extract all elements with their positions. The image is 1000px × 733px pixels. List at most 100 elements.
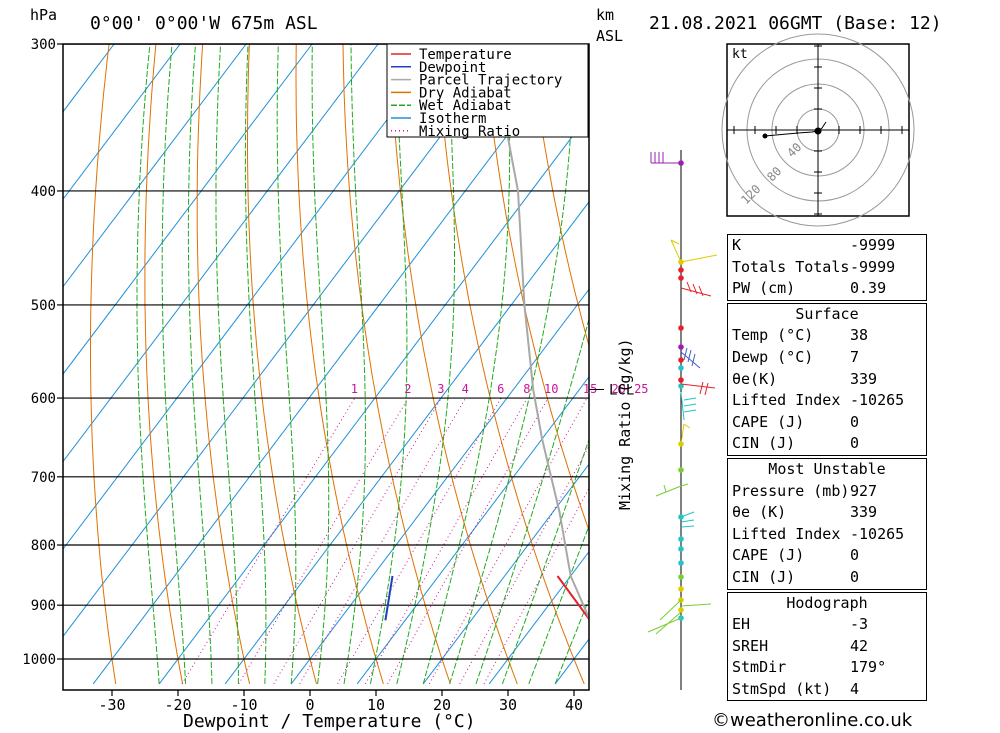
row-label: Temp (°C): [732, 326, 814, 345]
mixing-ratio-line: [181, 397, 356, 685]
mixing-ratio-line: [428, 397, 588, 685]
mixing-ratio-label: 10: [544, 382, 558, 396]
row-value: 7: [850, 347, 860, 366]
row-label: SREH: [732, 636, 769, 655]
row-value: -9999: [850, 236, 896, 254]
table-row: Lifted Index -10265: [728, 390, 926, 412]
legend-entry: Isotherm: [419, 111, 486, 127]
dry-adiabat-line: [389, 44, 518, 685]
pressure-tick-label: 500: [31, 298, 56, 314]
isotherm-line: [290, 288, 589, 685]
datetime-title: 21.08.2021 06GMT (Base: 12): [649, 13, 942, 34]
wind-level-dot: [678, 357, 684, 363]
row-label: Totals Totals: [732, 257, 850, 276]
row-label: K: [732, 236, 742, 254]
wind-level-dot: [678, 536, 684, 542]
plot-frame: [62, 43, 590, 691]
isotherm-line: [63, 44, 247, 288]
row-value: 0.39: [850, 279, 887, 298]
row-label: CAPE (J): [732, 412, 805, 431]
pressure-tick-label: 900: [31, 598, 56, 614]
table-row: Temp (°C) 38: [728, 325, 926, 347]
pressure-tick-label: 600: [31, 391, 56, 407]
hodograph-stats-section: Hodograph EH -3 SREH 42 StmDir 179° StmSpd …: [727, 591, 927, 702]
copyright-footer[interactable]: ©weatheronline.co.uk: [712, 710, 913, 731]
mixing-ratio-line: [459, 445, 589, 685]
wet-adiabat-line: [369, 44, 408, 685]
row-value: 179°: [850, 658, 887, 677]
row-value: 927: [850, 481, 878, 500]
row-value: 339: [850, 369, 878, 388]
pressure-tick-label: 300: [31, 37, 56, 53]
k-index-row: K -9999: [728, 235, 926, 257]
mixing-ratio-line: [299, 397, 467, 685]
mixing-ratio-label: 20: [611, 382, 625, 396]
wind-level-dot: [678, 607, 684, 613]
skewt-plot: [63, 44, 589, 685]
wind-level-dot: [678, 467, 684, 473]
stats-panel: K -9999 Totals Totals -9999 PW (cm) 0.39 Su…: [727, 234, 927, 703]
row-label: CAPE (J): [732, 546, 805, 565]
wet-adiabat-line: [501, 437, 589, 685]
hodograph-start-dot: [762, 133, 768, 139]
table-row: SREH 42: [728, 636, 926, 658]
legend-entry: Dry Adiabat: [419, 85, 512, 101]
mixing-ratio-label: 3: [437, 382, 444, 396]
axis-ticks: 1 2 3 4 6 8 10 15 20 253004005006007008009001000-…: [22, 37, 648, 714]
dry-adiabat-line: [529, 44, 589, 348]
hodograph-ring: [721, 33, 915, 227]
wind-level-dot: [678, 574, 684, 580]
isotherm-line: [63, 44, 379, 463]
temperature-line: [556, 575, 589, 621]
row-label: CIN (J): [732, 567, 796, 586]
row-label: StmDir: [732, 658, 787, 677]
isobar-lines: [63, 44, 589, 660]
wet-adiabat-line: [343, 44, 366, 684]
profile-series: [384, 44, 589, 621]
mixing-ratio-line: [273, 397, 442, 685]
dewpoint-line: [384, 575, 394, 621]
storm-motion-marker: [814, 127, 822, 135]
mixing-ratio-lines: [181, 397, 589, 685]
mixing-ratio-label: 6: [497, 382, 504, 396]
dry-adiabat-line: [295, 44, 384, 685]
row-value: 0: [850, 412, 860, 431]
wind-barb: [647, 599, 712, 635]
dry-adiabat-line: [342, 44, 451, 685]
wind-barb: [670, 239, 718, 263]
wind-level-dot: [678, 365, 684, 371]
wind-barb: [680, 423, 691, 445]
wind-barb: [680, 511, 695, 528]
dry-adiabat-line: [144, 44, 184, 684]
row-label: Dewp (°C): [732, 347, 814, 366]
pressure-tick-label: 1000: [22, 652, 56, 668]
asl-label: ASL: [596, 27, 623, 45]
mixing-ratio-label: 2: [404, 382, 411, 396]
section-title: Most Unstable: [768, 459, 886, 478]
mixing-ratio-line: [387, 397, 549, 685]
wind-profile: [647, 150, 718, 690]
dry-adiabat-line: [436, 44, 585, 685]
row-value: 0: [850, 567, 860, 586]
row-label: EH: [732, 615, 751, 634]
wet-adiabat-line: [449, 44, 575, 685]
wind-level-dot: [678, 325, 684, 331]
legend-entry: Parcel Trajectory: [419, 73, 562, 89]
wind-barb: [680, 281, 712, 297]
table-row: Pressure (mb) 927: [728, 481, 926, 503]
row-label: θe (K): [732, 503, 787, 522]
wind-level-dot: [678, 275, 684, 281]
row-value: 42: [850, 636, 869, 655]
row-value: 339: [850, 503, 878, 522]
wet-adiabat-line: [528, 524, 589, 685]
table-row: θe(K) 339: [728, 369, 926, 391]
dry-adiabat-lines: [90, 44, 589, 685]
row-label: PW (cm): [732, 279, 796, 298]
isotherm-line: [63, 44, 511, 638]
isotherm-line: [63, 44, 115, 113]
wind-barb: [650, 152, 681, 164]
wet-adiabat-line: [396, 44, 455, 685]
hodograph-unit: kt: [732, 47, 748, 62]
wet-adiabat-line: [244, 44, 267, 684]
wind-level-dot: [678, 560, 684, 566]
